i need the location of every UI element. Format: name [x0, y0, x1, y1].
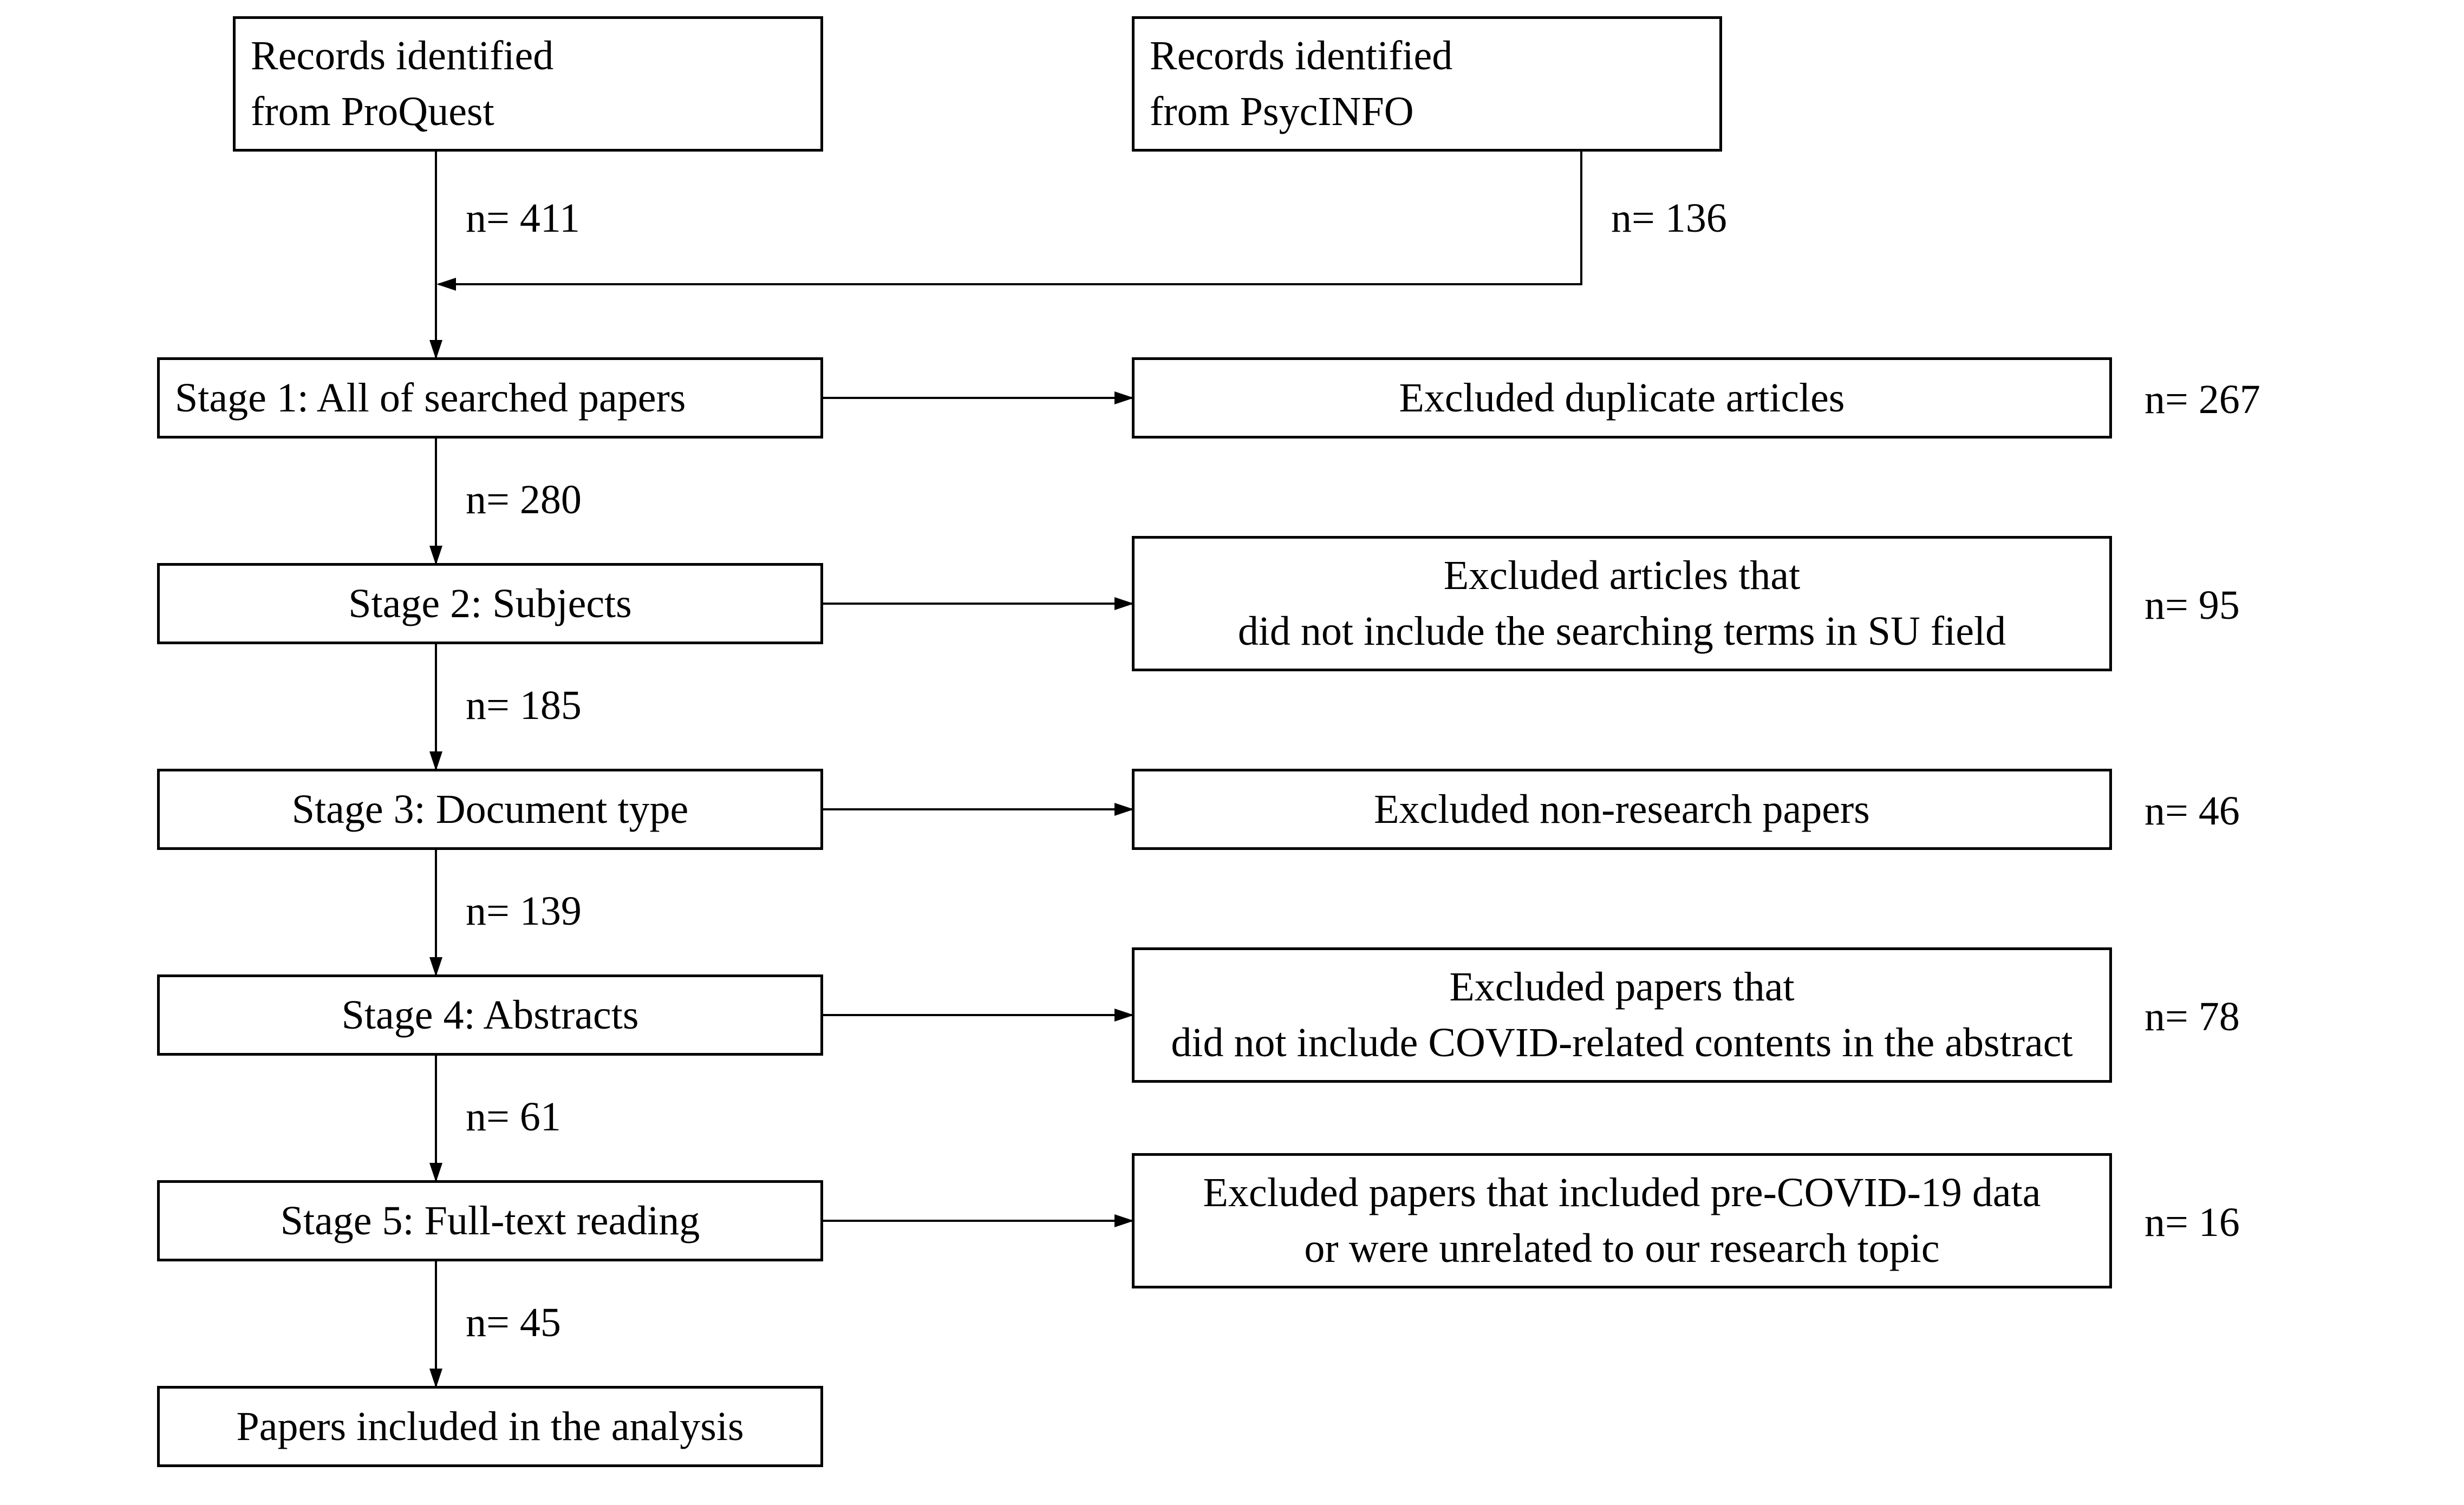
flow-node-e4: Excluded papers thatdid not include COVI…: [1132, 947, 2112, 1083]
flow-node-s2: Stage 2: Subjects: [157, 563, 823, 644]
flow-node-src1: Records identifiedfrom ProQuest: [233, 16, 823, 152]
flow-node-text: Records identified: [251, 28, 553, 84]
flow-node-text: from PsycINFO: [1150, 84, 1414, 140]
edge-label: n= 61: [466, 1094, 561, 1141]
edge-label: n= 280: [466, 476, 582, 524]
edge-label: n= 45: [466, 1299, 561, 1346]
edge-label: n= 411: [466, 195, 580, 242]
count-label: n= 78: [2144, 993, 2240, 1041]
flow-node-text: Excluded articles that: [1444, 548, 1800, 604]
flow-node-e3: Excluded non-research papers: [1132, 769, 2112, 850]
flow-node-text: Stage 4: Abstracts: [342, 987, 639, 1043]
flow-node-text: Stage 2: Subjects: [348, 576, 632, 632]
flow-node-text: Excluded papers that included pre-COVID-…: [1203, 1165, 2041, 1221]
flow-node-text: did not include the searching terms in S…: [1238, 604, 2006, 659]
flow-node-s5: Stage 5: Full-text reading: [157, 1180, 823, 1261]
flow-node-src2: Records identifiedfrom PsycINFO: [1132, 16, 1722, 152]
flow-node-s3: Stage 3: Document type: [157, 769, 823, 850]
edge-label: n= 139: [466, 888, 582, 935]
flow-node-e5: Excluded papers that included pre-COVID-…: [1132, 1153, 2112, 1288]
flow-node-s1: Stage 1: All of searched papers: [157, 357, 823, 439]
flow-node-text: or were unrelated to our research topic: [1304, 1221, 1939, 1277]
flow-node-e2: Excluded articles thatdid not include th…: [1132, 536, 2112, 671]
flow-node-text: Stage 3: Document type: [292, 782, 688, 837]
flow-node-text: Stage 1: All of searched papers: [175, 370, 686, 426]
flow-node-text: Excluded duplicate articles: [1399, 370, 1845, 426]
flow-node-text: did not include COVID-related contents i…: [1171, 1015, 2072, 1071]
flowchart-canvas: Records identifiedfrom ProQuestRecords i…: [0, 0, 2464, 1505]
count-label: n= 16: [2144, 1199, 2240, 1246]
flow-node-text: Papers included in the analysis: [236, 1399, 744, 1455]
flow-node-text: Records identified: [1150, 28, 1452, 84]
count-label: n= 46: [2144, 788, 2240, 835]
flow-node-text: Excluded papers that: [1449, 959, 1794, 1015]
flow-node-s4: Stage 4: Abstracts: [157, 974, 823, 1056]
edge-label: n= 136: [1611, 195, 1727, 242]
flow-node-text: Stage 5: Full-text reading: [281, 1193, 700, 1249]
edge-label: n= 185: [466, 682, 582, 729]
flow-node-text: Excluded non-research papers: [1374, 782, 1870, 837]
flow-node-final: Papers included in the analysis: [157, 1386, 823, 1467]
flow-node-e1: Excluded duplicate articles: [1132, 357, 2112, 439]
flow-node-text: from ProQuest: [251, 84, 494, 140]
count-label: n= 267: [2144, 376, 2260, 423]
count-label: n= 95: [2144, 582, 2240, 629]
